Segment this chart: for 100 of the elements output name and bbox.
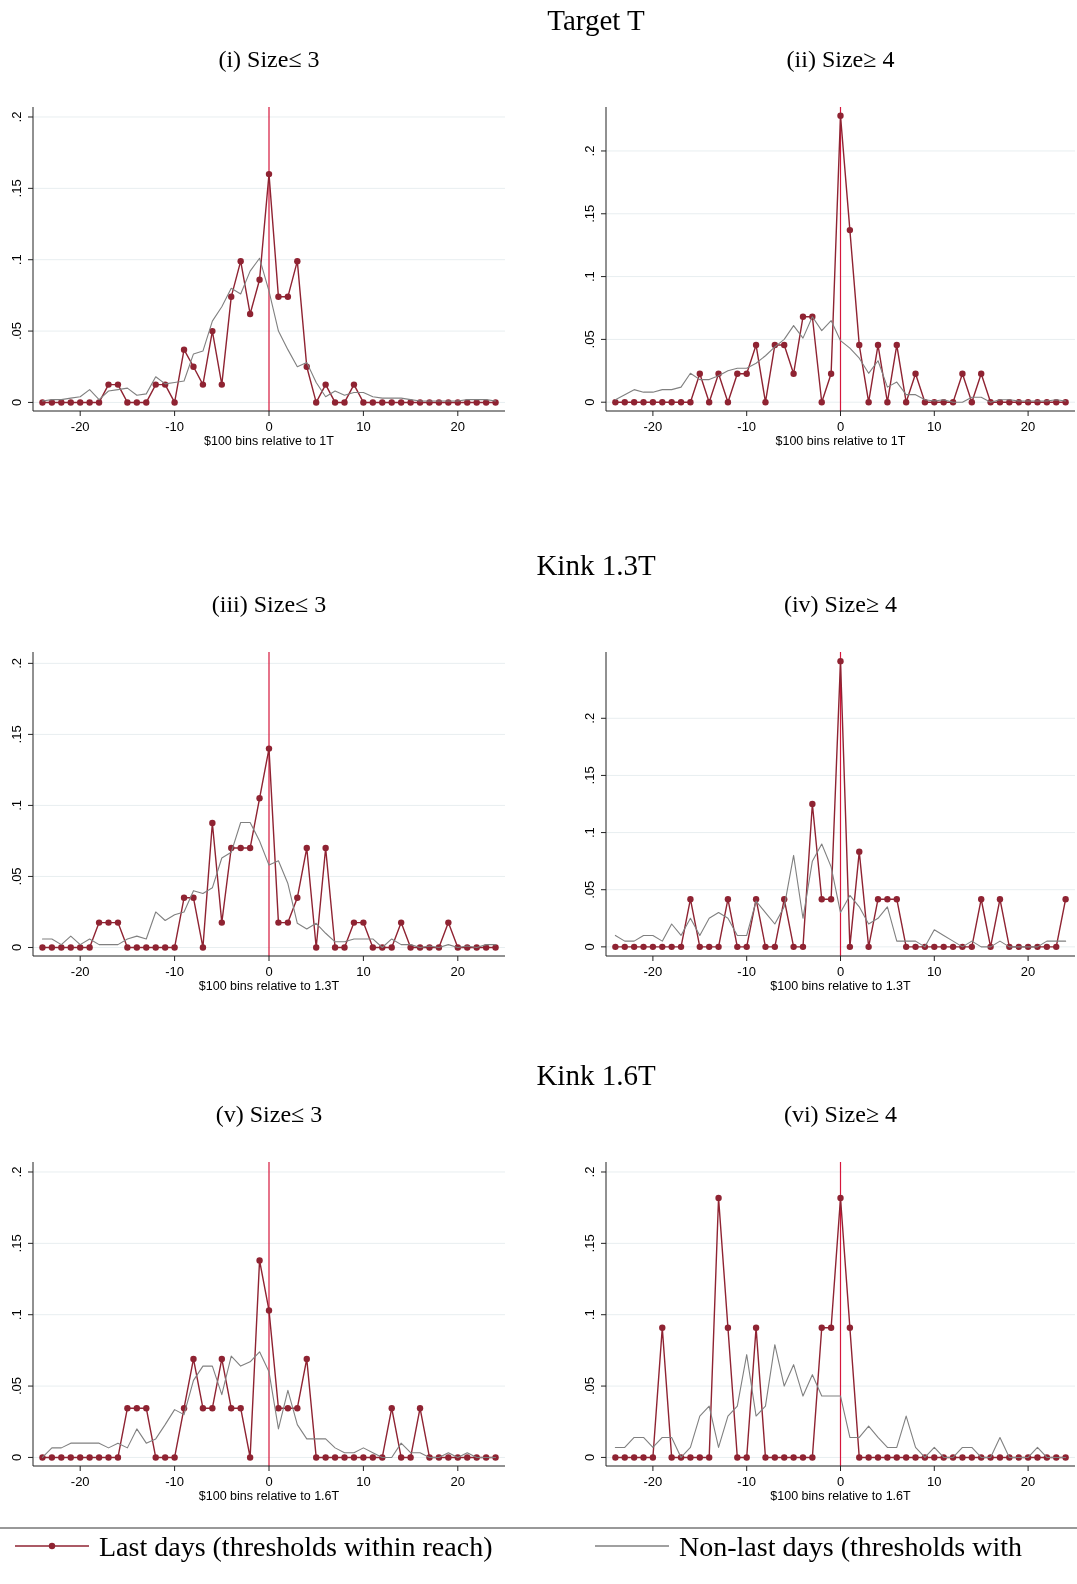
point: [237, 844, 244, 852]
point: [48, 944, 56, 951]
point: [996, 1454, 1004, 1461]
point: [1062, 896, 1069, 903]
x-tick-label: -20: [643, 964, 663, 979]
point: [180, 894, 188, 901]
chart-subtitle: (v) Size≤ 3: [215, 1101, 323, 1127]
point: [677, 943, 685, 951]
point: [621, 399, 628, 406]
x-tick-label: 0: [265, 964, 273, 979]
y-tick-label: .15: [582, 204, 597, 223]
point: [856, 341, 863, 349]
point: [978, 896, 985, 903]
x-tick-label: -10: [737, 419, 757, 434]
point: [265, 170, 273, 178]
point: [341, 399, 348, 406]
x-tick-label: 10: [356, 964, 371, 979]
point: [218, 1355, 225, 1363]
point: [696, 943, 703, 951]
point: [705, 399, 713, 406]
point: [464, 1454, 471, 1461]
point: [341, 944, 348, 951]
point: [152, 1454, 159, 1461]
x-tick-label: -20: [70, 964, 90, 979]
line-series: [41, 821, 497, 949]
point: [687, 399, 694, 406]
x-tick-label: 0: [265, 419, 273, 434]
point: [790, 1454, 797, 1461]
y-tick-label: .15: [582, 1234, 597, 1253]
point: [379, 399, 386, 406]
point: [912, 370, 919, 377]
point: [978, 370, 985, 377]
x-tick-label: -20: [70, 1474, 90, 1489]
point: [95, 919, 103, 926]
point: [284, 1405, 292, 1412]
point: [190, 363, 197, 370]
point: [809, 1454, 816, 1461]
point: [256, 276, 263, 283]
point: [133, 944, 141, 951]
y-tick-label: .2: [9, 111, 24, 123]
point: [865, 399, 872, 406]
x-tick-label: 20: [450, 419, 466, 434]
point: [105, 381, 112, 388]
point: [105, 919, 112, 926]
point: [771, 943, 779, 951]
point: [659, 1324, 666, 1331]
point: [67, 1454, 74, 1461]
point: [322, 381, 329, 388]
point: [799, 313, 807, 320]
y-tick-label: .15: [9, 179, 24, 198]
x-tick-label: 0: [836, 419, 845, 434]
point: [199, 1405, 207, 1412]
point: [931, 1454, 938, 1461]
point: [256, 795, 263, 802]
y-tick-label: .2: [582, 145, 597, 157]
point: [752, 341, 760, 349]
point: [818, 896, 825, 903]
point: [705, 943, 713, 951]
point: [275, 1405, 282, 1412]
point: [265, 745, 273, 752]
point: [228, 293, 235, 301]
point: [95, 1454, 103, 1461]
point: [152, 381, 159, 388]
point: [246, 844, 254, 852]
x-tick-label: 20: [1020, 964, 1036, 979]
y-tick-label: 0: [582, 943, 597, 951]
point: [190, 1355, 197, 1363]
x-axis-title: $100 bins relative to 1T: [204, 434, 335, 448]
point: [959, 1454, 966, 1461]
point: [369, 1454, 377, 1461]
legend-label: Non-last days (thresholds with: [679, 1531, 1022, 1562]
point: [696, 370, 703, 377]
x-tick-label: -20: [70, 419, 90, 434]
point: [762, 399, 769, 406]
point: [39, 944, 46, 951]
point: [331, 944, 339, 951]
point: [743, 943, 750, 951]
point: [752, 1324, 760, 1331]
x-axis-title: $100 bins relative to 1.3T: [770, 979, 912, 993]
point: [133, 1405, 141, 1412]
x-axis-title: $100 bins relative to 1T: [775, 434, 906, 448]
point: [199, 381, 207, 388]
point: [640, 943, 647, 951]
point: [630, 1454, 638, 1461]
point: [124, 944, 131, 951]
point: [649, 943, 657, 951]
point: [388, 399, 395, 406]
point: [473, 399, 480, 406]
point: [369, 399, 377, 406]
y-tick-label: .05: [9, 867, 24, 886]
point: [294, 894, 301, 901]
point: [734, 1454, 741, 1461]
point: [360, 919, 367, 926]
point: [959, 370, 966, 377]
chart-subtitle: (iii) Size≤ 3: [211, 591, 327, 617]
point: [464, 399, 471, 406]
point: [612, 943, 619, 951]
point: [171, 399, 178, 406]
point: [105, 1454, 112, 1461]
chart-subtitle: (iv) Size≥ 4: [783, 591, 898, 617]
